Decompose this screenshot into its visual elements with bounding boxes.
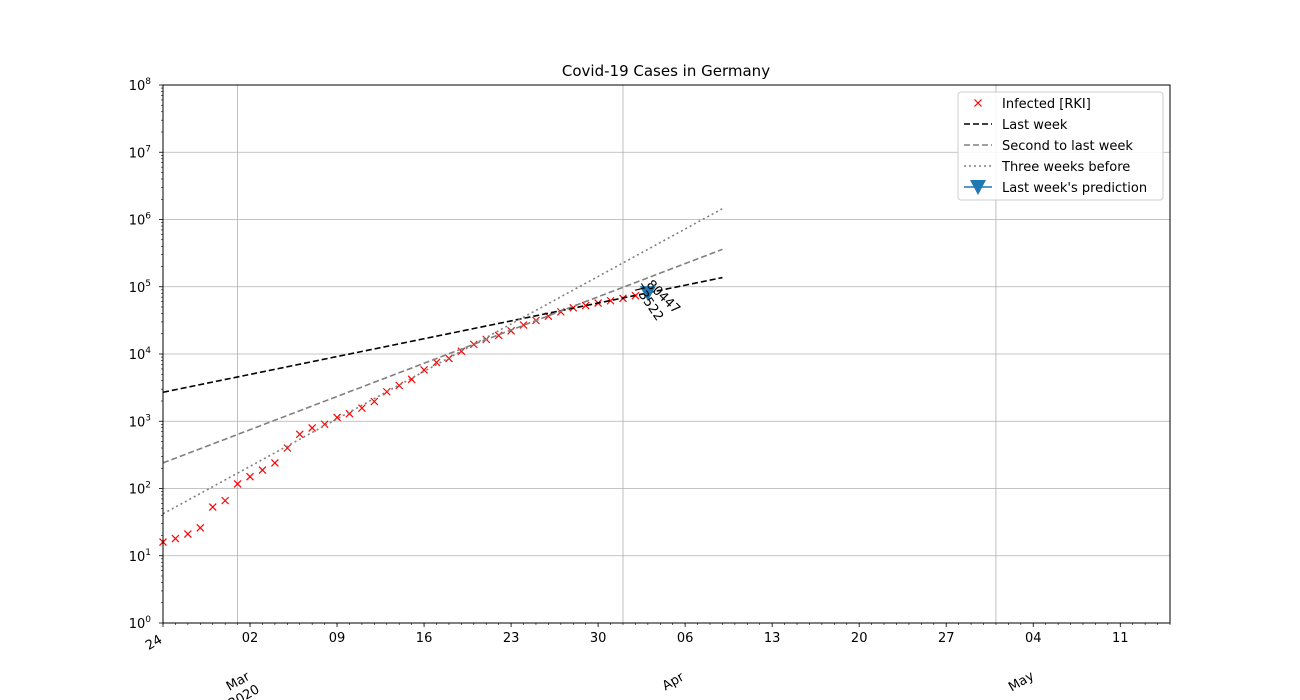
x-tick-label: 06	[677, 631, 694, 646]
legend-swatch-marker	[970, 180, 986, 195]
prediction-marker	[639, 286, 656, 302]
x-tick-label: 02	[242, 631, 259, 646]
legend-label: Infected [RKI]	[1002, 97, 1091, 112]
x-tick-label: 23	[503, 631, 520, 646]
legend-label: Second to last week	[1002, 139, 1133, 154]
data-point-x-marker	[270, 459, 279, 467]
x-tick-label: 16	[416, 631, 433, 646]
data-point-x-marker	[246, 472, 254, 481]
data-point-x-marker	[258, 466, 267, 474]
data-point-x-marker	[345, 409, 354, 418]
series-line	[162, 276, 723, 394]
data-point-x-marker	[469, 340, 478, 349]
data-point-x-marker	[457, 347, 466, 356]
x-tick-label: 27	[938, 631, 955, 646]
data-point-x-marker	[221, 496, 230, 505]
data-point-x-marker	[420, 365, 428, 374]
data-point-x-marker	[357, 404, 366, 413]
series-layer	[159, 207, 723, 546]
x-tick-label: 30	[590, 631, 607, 646]
data-point-x-marker	[283, 444, 292, 452]
x-tick-label: 11	[1112, 631, 1129, 646]
data-point-x-marker	[183, 530, 192, 539]
data-point-x-marker	[370, 397, 379, 406]
x-tick-label: 20	[851, 631, 868, 646]
data-point-x-marker	[581, 301, 590, 310]
legend-label: Last week's prediction	[1002, 181, 1147, 196]
x-tick-label: 24	[143, 632, 165, 653]
legend-label: Three weeks before	[1001, 160, 1130, 175]
data-point-x-marker	[382, 387, 391, 396]
series-line	[162, 248, 723, 464]
legend-box	[957, 91, 1164, 201]
chart-title: Covid-19 Cases in Germany	[562, 62, 770, 80]
data-point-x-marker	[208, 503, 217, 511]
data-point-x-marker	[233, 479, 242, 488]
x-tick-label: 09	[329, 631, 346, 646]
series-line	[162, 207, 723, 515]
legend-swatch	[974, 99, 982, 107]
data-point-x-marker	[295, 430, 304, 439]
x-tick-label: 04	[1025, 631, 1042, 646]
data-point-x-marker	[606, 296, 615, 305]
data-point-x-marker	[171, 534, 180, 543]
legend: Infected [RKI] Last week Second to last we…	[957, 91, 1164, 201]
legend-label: Last week	[1002, 118, 1068, 133]
x-tick-label: 13	[764, 631, 781, 646]
data-point-x-marker	[196, 523, 205, 532]
data-point-x-marker	[519, 321, 528, 329]
data-point-x-marker	[308, 424, 317, 432]
